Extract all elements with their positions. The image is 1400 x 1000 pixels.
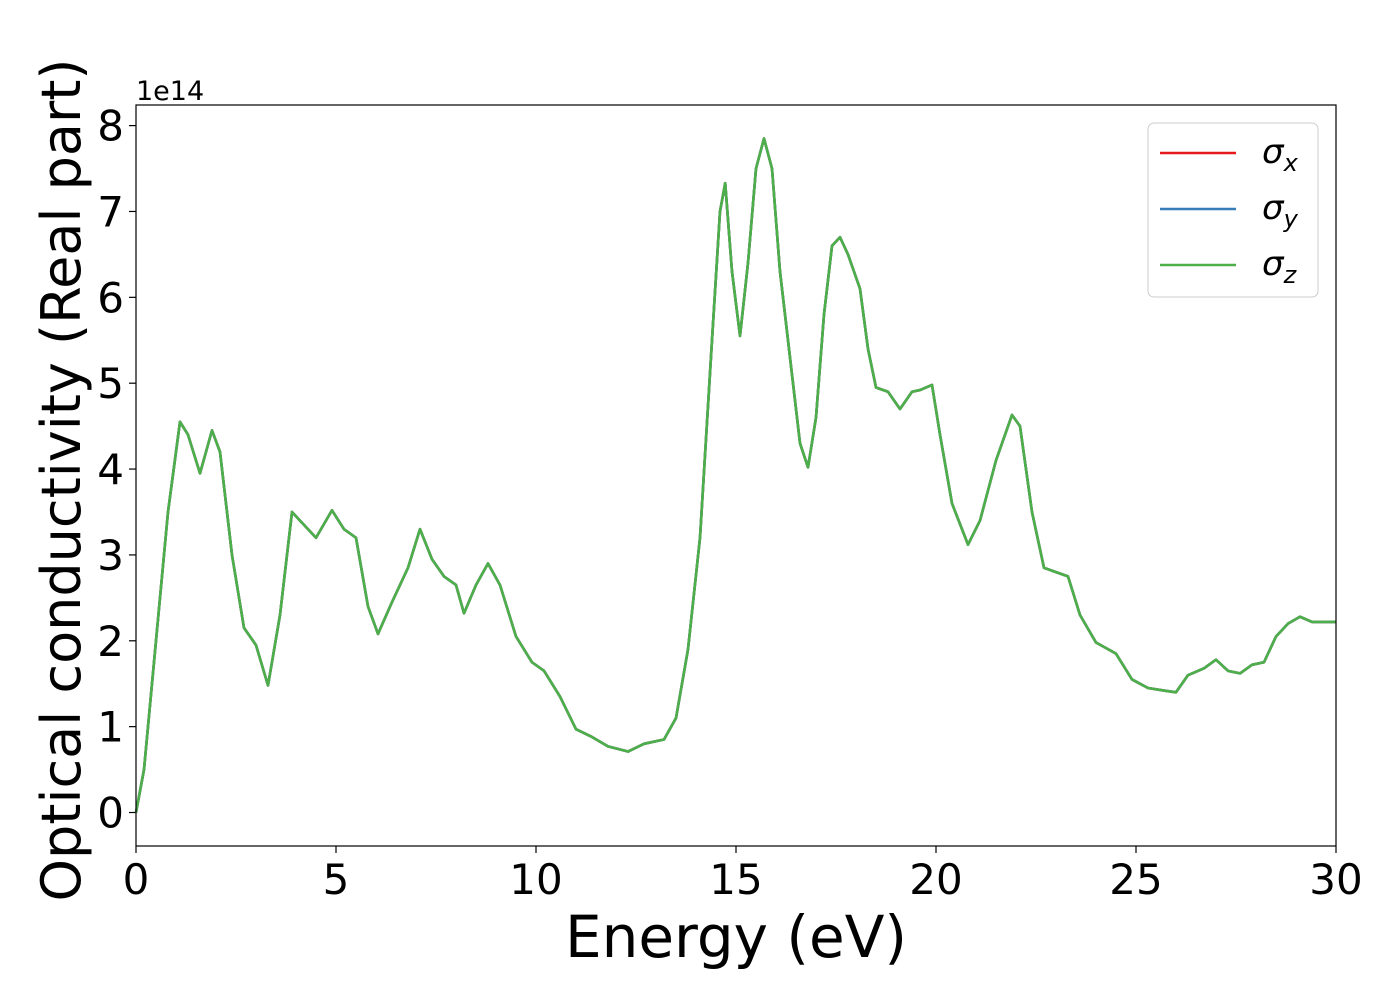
y-offset-label: 1e14 xyxy=(136,76,204,107)
y-tick-label: 1 xyxy=(97,703,124,752)
y-tick-label: 7 xyxy=(97,187,124,236)
y-axis-label: Optical conductivity (Real part) xyxy=(30,59,93,902)
legend-label: σz xyxy=(1262,244,1298,289)
x-tick-label: 0 xyxy=(123,855,150,904)
x-tick-label: 15 xyxy=(709,855,762,904)
y-tick-label: 3 xyxy=(97,531,124,580)
x-tick-label: 25 xyxy=(1109,855,1162,904)
series-line xyxy=(134,137,1336,813)
legend-label: σx xyxy=(1262,132,1299,177)
x-tick-label: 5 xyxy=(323,855,350,904)
y-tick-label: 8 xyxy=(97,102,124,151)
x-axis-label: Energy (eV) xyxy=(565,903,907,971)
x-tick-label: 20 xyxy=(909,855,962,904)
y-tick-label: 0 xyxy=(97,789,124,838)
x-tick-label: 30 xyxy=(1309,855,1362,904)
y-tick-label: 2 xyxy=(97,617,124,666)
y-tick-label: 5 xyxy=(97,359,124,408)
y-tick-label: 4 xyxy=(97,445,124,494)
legend-label: σy xyxy=(1262,188,1299,233)
x-tick-label: 10 xyxy=(509,855,562,904)
plot-frame xyxy=(135,104,1337,847)
y-tick-label: 6 xyxy=(97,273,124,322)
